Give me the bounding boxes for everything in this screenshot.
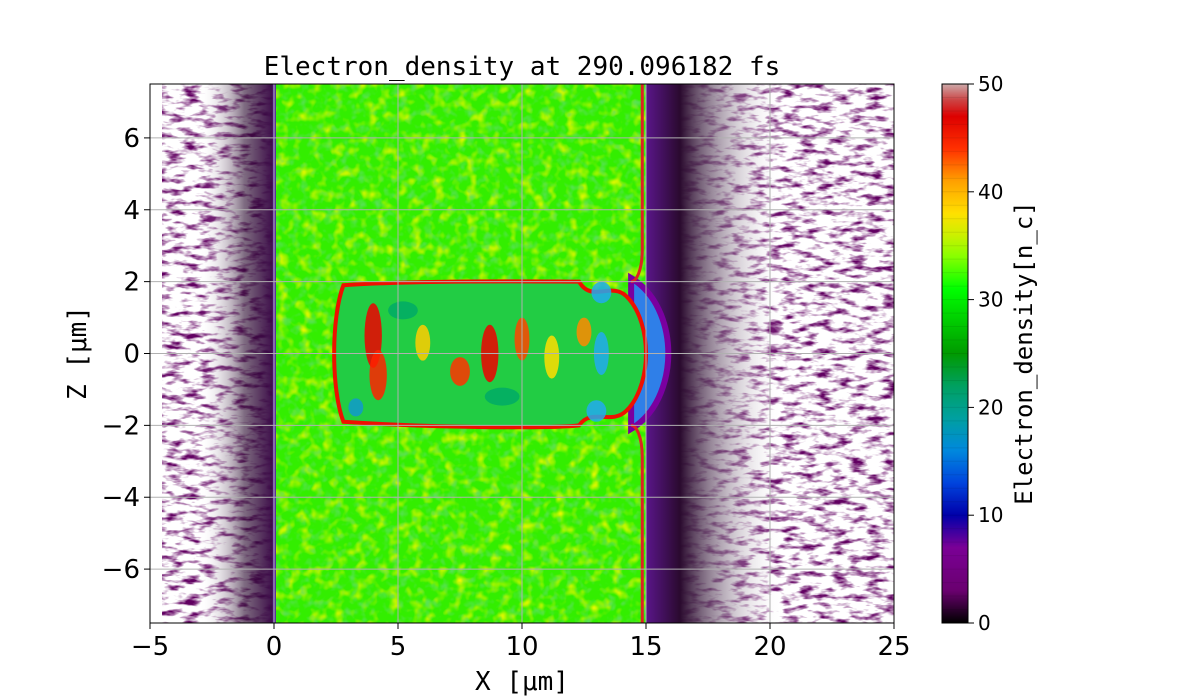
cavity-structure: [450, 357, 470, 386]
y-tick-label: 0: [123, 340, 140, 370]
x-tick-label: 10: [505, 632, 538, 662]
cavity-structure: [369, 349, 387, 401]
colorbar-label: Electron_density[n_c]: [1010, 201, 1038, 504]
colorbar-gradient: [942, 84, 968, 623]
colorbar: 0 10 20 30 40 50 Electron_density[n_c]: [941, 72, 1038, 635]
x-tick-label: 0: [266, 632, 283, 662]
grid: [150, 84, 894, 623]
cavity-structure: [591, 281, 612, 304]
cavity-structure: [544, 335, 560, 379]
y-tick-label: −2: [102, 411, 140, 441]
cavity-structure: [586, 400, 607, 422]
x-tick-label: 20: [753, 632, 786, 662]
chart-title: Electron_density at 290.096182 fs: [264, 52, 781, 82]
colorbar-tick-label: 10: [978, 503, 1003, 527]
x-tick-label: 15: [629, 632, 662, 662]
colorbar-ticks: 0 10 20 30 40 50: [968, 72, 1003, 635]
colorbar-tick-label: 0: [978, 611, 991, 635]
x-tick-label: 5: [390, 632, 407, 662]
y-tick-label: −4: [102, 483, 140, 513]
cavity-structure: [415, 324, 431, 361]
colorbar-label-text: Electron_density[n_c]: [1010, 201, 1038, 504]
colorbar-frame: [941, 83, 969, 624]
y-axis-ticks: −6 −4 −2 0 2 4 6: [102, 124, 150, 585]
colorbar-tick-label: 50: [978, 72, 1003, 96]
y-axis-label: Z [μm]: [63, 306, 93, 400]
cavity-structure: [484, 387, 520, 406]
y-tick-label: −6: [102, 555, 140, 585]
cavity-structure: [348, 398, 364, 417]
x-tick-label: −5: [131, 632, 169, 662]
plot-area: [150, 84, 894, 623]
cavity-structure: [388, 301, 418, 320]
y-tick-label: 4: [123, 196, 140, 226]
cavity-structure: [576, 317, 592, 347]
x-axis-label: X [μm]: [475, 667, 569, 697]
x-tick-label: 25: [877, 632, 910, 662]
colorbar-tick-label: 30: [978, 288, 1003, 312]
colorbar-tick-label: 40: [978, 180, 1003, 204]
y-tick-label: 6: [123, 124, 140, 154]
y-tick-label: 2: [123, 268, 140, 298]
colorbar-tick-label: 20: [978, 395, 1003, 419]
x-axis-ticks: −5 0 5 10 15 20 25: [131, 623, 911, 662]
